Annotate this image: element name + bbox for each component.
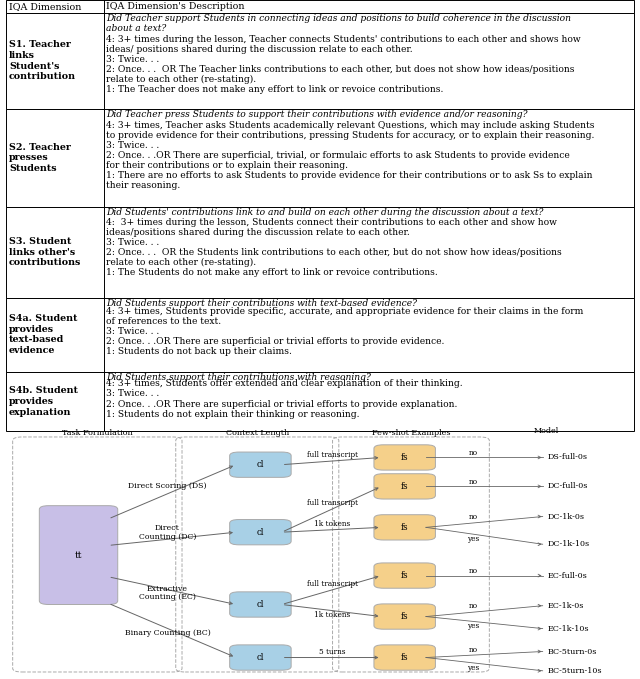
Text: fs: fs xyxy=(401,482,408,491)
Text: S3. Student
links other's
contributions: S3. Student links other's contributions xyxy=(9,237,81,268)
Text: BC-5turn-10s: BC-5turn-10s xyxy=(548,667,602,675)
Bar xyxy=(6,13,634,109)
Text: yes: yes xyxy=(467,664,479,672)
Text: full transcript: full transcript xyxy=(307,580,358,588)
Text: 1k tokens: 1k tokens xyxy=(314,611,351,619)
Text: Did Students support their contributions with text-based evidence?: Did Students support their contributions… xyxy=(106,299,417,308)
Text: IQA Dimension: IQA Dimension xyxy=(9,2,81,11)
FancyBboxPatch shape xyxy=(374,604,435,629)
Text: Context Length: Context Length xyxy=(226,429,289,437)
Text: cl: cl xyxy=(257,600,264,609)
Text: DC-full-0s: DC-full-0s xyxy=(548,482,588,490)
FancyBboxPatch shape xyxy=(230,645,291,670)
FancyBboxPatch shape xyxy=(374,563,435,588)
Text: Binary Counting (BC): Binary Counting (BC) xyxy=(125,629,211,637)
Bar xyxy=(6,371,634,431)
Text: cl: cl xyxy=(257,460,264,469)
Text: no: no xyxy=(468,646,478,654)
Text: S2. Teacher
presses
Students: S2. Teacher presses Students xyxy=(9,143,71,173)
Bar xyxy=(6,0,634,13)
Text: fs: fs xyxy=(401,612,408,621)
Text: cl: cl xyxy=(257,528,264,536)
Text: tt: tt xyxy=(75,551,83,559)
FancyBboxPatch shape xyxy=(374,645,435,670)
Text: 4: 3+ times during the lesson, Teacher connects Students' contributions to each : 4: 3+ times during the lesson, Teacher c… xyxy=(106,35,580,94)
FancyBboxPatch shape xyxy=(230,519,291,545)
Text: 5 turns: 5 turns xyxy=(319,648,346,655)
Bar xyxy=(6,297,634,371)
Text: S4b. Student
provides
explanation: S4b. Student provides explanation xyxy=(9,386,78,417)
Text: no: no xyxy=(468,477,478,485)
FancyBboxPatch shape xyxy=(230,592,291,617)
Text: 4: 3+ times, Students provide specific, accurate, and appropriate evidence for t: 4: 3+ times, Students provide specific, … xyxy=(106,307,584,356)
Text: EC-1k-10s: EC-1k-10s xyxy=(548,625,589,633)
Text: Direct
Counting (DC): Direct Counting (DC) xyxy=(139,524,196,541)
Text: Did Teacher support Students in connecting ideas and positions to build coherenc: Did Teacher support Students in connecti… xyxy=(106,14,571,33)
FancyBboxPatch shape xyxy=(374,515,435,540)
Text: 4: 3+ times, Students offer extended and clear explanation of their thinking.
3:: 4: 3+ times, Students offer extended and… xyxy=(106,380,463,418)
Bar xyxy=(6,109,634,207)
Text: yes: yes xyxy=(467,536,479,543)
Text: S4a. Student
provides
text-based
evidence: S4a. Student provides text-based evidenc… xyxy=(9,314,77,355)
Text: fs: fs xyxy=(401,523,408,532)
Text: no: no xyxy=(468,513,478,521)
FancyBboxPatch shape xyxy=(230,452,291,477)
Text: BC-5turn-0s: BC-5turn-0s xyxy=(548,648,597,655)
Text: IQA Dimension's Description: IQA Dimension's Description xyxy=(106,2,244,11)
Text: 4: 3+ times, Teacher asks Students academically relevant Questions, which may in: 4: 3+ times, Teacher asks Students acade… xyxy=(106,121,595,190)
Text: no: no xyxy=(468,602,478,610)
Text: Direct Scoring (DS): Direct Scoring (DS) xyxy=(128,482,207,490)
Text: 4:  3+ times during the lesson, Students connect their contributions to each oth: 4: 3+ times during the lesson, Students … xyxy=(106,218,562,278)
Text: Model: Model xyxy=(533,426,559,435)
Text: no: no xyxy=(468,567,478,574)
Text: full transcript: full transcript xyxy=(307,451,358,459)
FancyBboxPatch shape xyxy=(374,445,435,470)
Bar xyxy=(6,207,634,297)
Text: DS-full-0s: DS-full-0s xyxy=(548,454,588,462)
Text: Extractive
Counting (EC): Extractive Counting (EC) xyxy=(139,585,196,602)
Text: S1. Teacher
links
Student's
contribution: S1. Teacher links Student's contribution xyxy=(9,40,76,81)
Text: full transcript: full transcript xyxy=(307,499,358,507)
Text: Did Students support their contributions with reasoning?: Did Students support their contributions… xyxy=(106,373,371,382)
Text: EC-full-0s: EC-full-0s xyxy=(548,572,588,580)
Text: fs: fs xyxy=(401,571,408,580)
Text: Task Formulation: Task Formulation xyxy=(62,429,132,437)
Text: EC-1k-0s: EC-1k-0s xyxy=(548,602,584,610)
FancyBboxPatch shape xyxy=(374,474,435,499)
Text: DC-1k-0s: DC-1k-0s xyxy=(548,513,585,521)
Text: Few-shot Examples: Few-shot Examples xyxy=(372,429,450,437)
Text: fs: fs xyxy=(401,653,408,662)
Text: Did Students' contributions link to and build on each other during the discussio: Did Students' contributions link to and … xyxy=(106,208,543,217)
Text: yes: yes xyxy=(467,622,479,630)
Text: Did Teacher press Students to support their contributions with evidence and/or r: Did Teacher press Students to support th… xyxy=(106,110,527,119)
FancyBboxPatch shape xyxy=(39,506,118,604)
Text: DC-1k-10s: DC-1k-10s xyxy=(548,540,590,548)
Text: fs: fs xyxy=(401,453,408,462)
Text: cl: cl xyxy=(257,653,264,662)
Text: 1k tokens: 1k tokens xyxy=(314,519,351,528)
Text: no: no xyxy=(468,449,478,457)
